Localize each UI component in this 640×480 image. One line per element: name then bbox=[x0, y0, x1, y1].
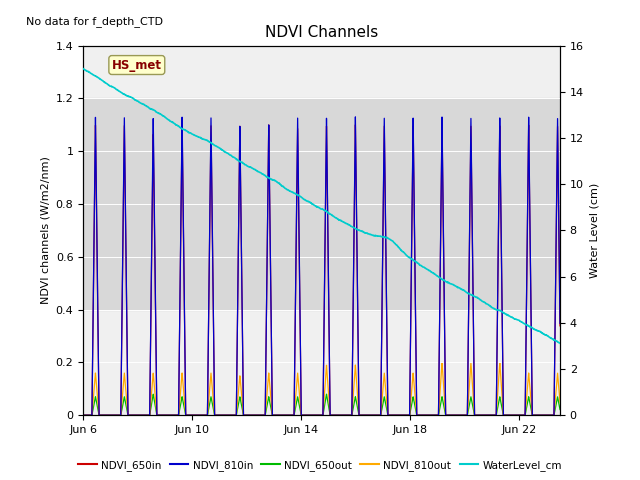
Legend: NDVI_650in, NDVI_810in, NDVI_650out, NDVI_810out, WaterLevel_cm: NDVI_650in, NDVI_810in, NDVI_650out, NDV… bbox=[74, 456, 566, 475]
Text: No data for f_depth_CTD: No data for f_depth_CTD bbox=[26, 16, 163, 27]
Bar bbox=[83, 98, 560, 310]
Y-axis label: NDVI channels (W/m2/nm): NDVI channels (W/m2/nm) bbox=[40, 156, 50, 304]
Title: NDVI Channels: NDVI Channels bbox=[265, 25, 378, 40]
Y-axis label: Water Level (cm): Water Level (cm) bbox=[589, 183, 600, 278]
Text: HS_met: HS_met bbox=[112, 59, 162, 72]
